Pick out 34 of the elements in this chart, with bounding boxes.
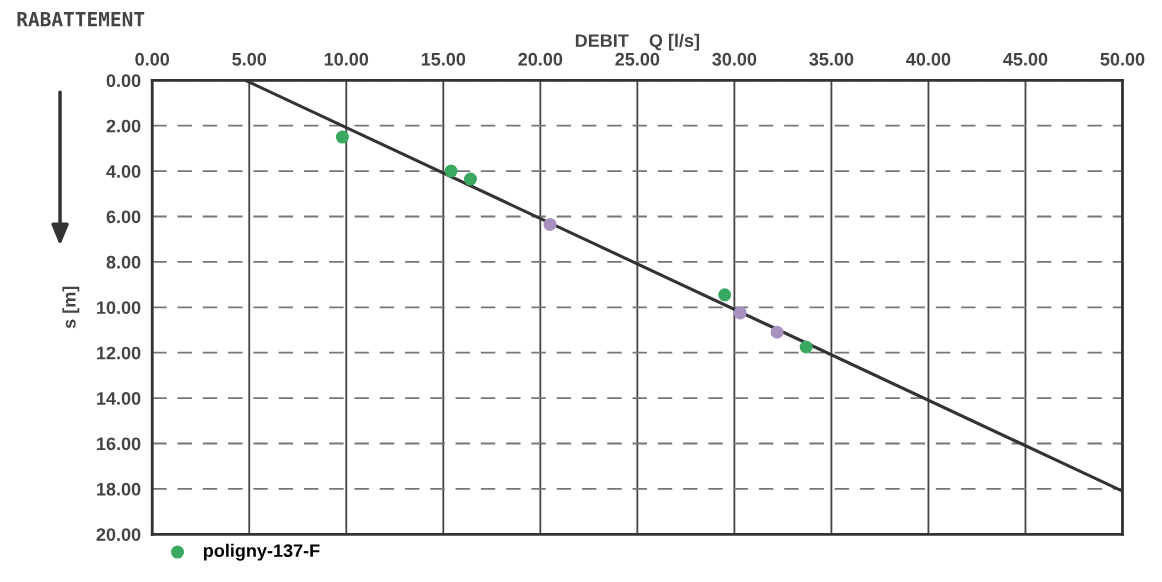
point (799, 340, 813, 354)
point (543, 217, 557, 231)
x-axis-title: DEBIT Q [l/s] (575, 33, 700, 51)
x-tick-label: 45.00 (1003, 52, 1048, 66)
point (718, 288, 732, 302)
x-tick-label: 10.00 (324, 52, 369, 66)
point (463, 172, 477, 186)
y-tick-label: 18.00 (97, 482, 141, 496)
y-tick-label: 2.00 (106, 119, 141, 133)
y-axis-title: s [m] (62, 286, 80, 329)
y-tick-label: 16.00 (97, 437, 141, 451)
x-tick-label: 5.00 (232, 52, 267, 66)
x-tick-label: 40.00 (906, 52, 951, 66)
y-tick-label: 6.00 (106, 210, 141, 224)
point (770, 325, 784, 339)
point (335, 130, 349, 144)
y-tick-label: 14.00 (97, 392, 141, 405)
point (444, 164, 458, 178)
chart-title: RABATTEMENT (17, 12, 145, 27)
x-tick-label: 0.00 (135, 52, 170, 66)
x-tick-label: 30.00 (712, 52, 757, 66)
x-tick-label: 50.00 (1100, 52, 1145, 66)
y-tick-label: 4.00 (106, 165, 141, 178)
y-tick-label: 8.00 (106, 255, 141, 269)
y-tick-label: 0.00 (106, 74, 141, 88)
y-tick-label: 10.00 (97, 301, 141, 315)
point (733, 306, 747, 320)
legend-label: poligny-137-F (203, 543, 320, 561)
x-tick-label: 35.00 (809, 52, 854, 66)
x-tick-label: 20.00 (518, 52, 563, 66)
x-tick-label: 25.00 (615, 52, 660, 66)
x-tick-label: 15.00 (421, 52, 466, 66)
y-tick-label: 20.00 (96, 528, 141, 541)
y-tick-label: 12.00 (97, 346, 141, 360)
